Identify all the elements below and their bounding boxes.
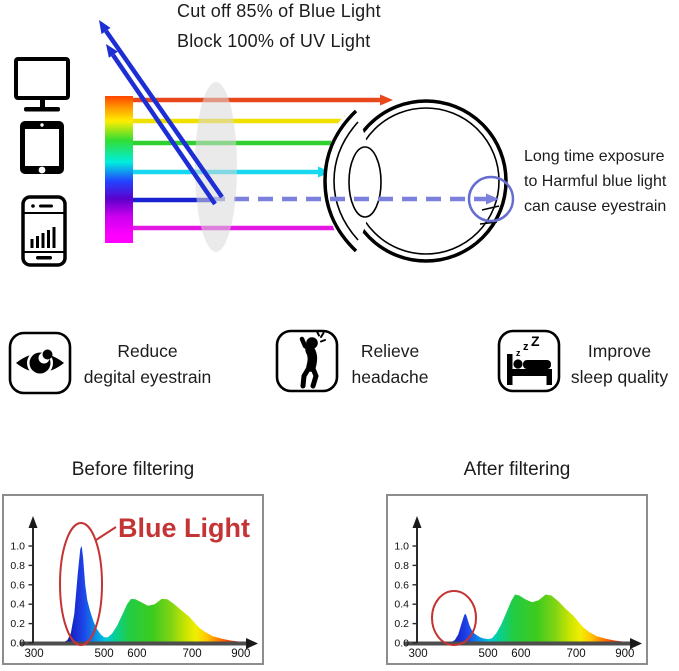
light-path-diagram <box>14 20 515 267</box>
eye-lens <box>348 146 382 218</box>
eye-diagram <box>323 99 508 263</box>
filtered-blue-circle <box>431 590 477 646</box>
y-tick-label: 0.0 <box>394 638 409 650</box>
y-tick-label: 0.8 <box>10 560 25 572</box>
x-tick-label: 700 <box>567 648 586 660</box>
reflected-blue-rays <box>99 20 224 206</box>
y-tick-label: 0.6 <box>10 579 25 591</box>
y-axis-arrow <box>412 516 422 528</box>
after-chart-plot: 0.0 0.2 0.4 0.6 0.8 1.0 300 500 600 700 900 <box>394 516 642 660</box>
y-tick-label: 0.0 <box>10 638 25 650</box>
monitor-icon <box>14 57 70 112</box>
smartphone-icon <box>21 195 67 267</box>
signal-bars-glyph <box>30 227 56 248</box>
before-chart-title: Before filtering <box>71 459 195 480</box>
headline-blue-light: Cut off 85% of Blue Light <box>177 1 381 21</box>
svg-text:Z: Z <box>531 333 540 349</box>
spectrum-curve <box>446 594 628 643</box>
retina-highlight-circle <box>467 175 515 223</box>
before-chart: 0.0 0.2 0.4 0.6 0.8 1.0 300 500 600 700 900 Blue Li… <box>2 494 264 665</box>
x-tick-label: 900 <box>615 648 634 660</box>
cornea-outline <box>323 109 358 253</box>
eyestrain-note: Long time exposure to Harmful blue light… <box>524 148 667 215</box>
y-tick-label: 1.0 <box>394 541 409 553</box>
blue-light-ellipse <box>59 522 103 646</box>
after-chart-title: After filtering <box>463 459 571 480</box>
x-tick-label: 700 <box>183 648 202 660</box>
red-ray-head <box>380 94 393 106</box>
tablet-icon <box>20 121 64 174</box>
y-axis-arrow <box>28 516 38 528</box>
x-axis-arrow <box>246 638 258 649</box>
benefit-label-headache: Relieve headache <box>351 341 429 387</box>
annotation-leader-line <box>95 526 117 541</box>
x-tick-label: 600 <box>127 648 146 660</box>
y-tick-label: 1.0 <box>10 541 25 553</box>
blue-light-label: Blue Light <box>118 513 250 543</box>
benefit-label-sleep: Improve sleep quality <box>570 341 669 387</box>
x-axis-arrow <box>630 638 642 649</box>
y-tick-label: 0.4 <box>10 599 25 611</box>
x-tick-label: 500 <box>95 648 114 660</box>
zzz-glyph: z <box>516 348 521 358</box>
spectrum-bar <box>105 96 133 243</box>
x-tick-label: 900 <box>231 648 250 660</box>
headache-icon <box>275 329 339 393</box>
x-tick-label: 600 <box>511 648 530 660</box>
sleep-icon: z z Z <box>497 329 561 393</box>
benefit-label-eyestrain: Reduce degital eyestrain <box>83 341 212 387</box>
y-tick-label: 0.8 <box>394 560 409 572</box>
after-chart: 0.0 0.2 0.4 0.6 0.8 1.0 300 500 600 700 900 <box>386 494 648 665</box>
x-tick-label: 500 <box>479 648 498 660</box>
x-tick-label: 300 <box>409 648 428 660</box>
spectrum-curve <box>62 546 244 643</box>
eye-icon <box>8 331 72 395</box>
pain-marks-glyph <box>316 330 326 343</box>
y-tick-label: 0.2 <box>394 618 409 630</box>
before-chart-plot: 0.0 0.2 0.4 0.6 0.8 1.0 300 500 600 700 900 Blue Li… <box>10 513 258 660</box>
svg-text:z: z <box>523 341 529 353</box>
headline-uv-light: Block 100% of UV Light <box>177 31 371 51</box>
y-tick-label: 0.2 <box>10 618 25 630</box>
dashed-blue-ray-head <box>486 193 499 205</box>
y-tick-label: 0.6 <box>394 579 409 591</box>
lens-ellipse <box>195 82 237 252</box>
y-tick-label: 0.4 <box>394 599 409 611</box>
x-tick-label: 300 <box>25 648 44 660</box>
